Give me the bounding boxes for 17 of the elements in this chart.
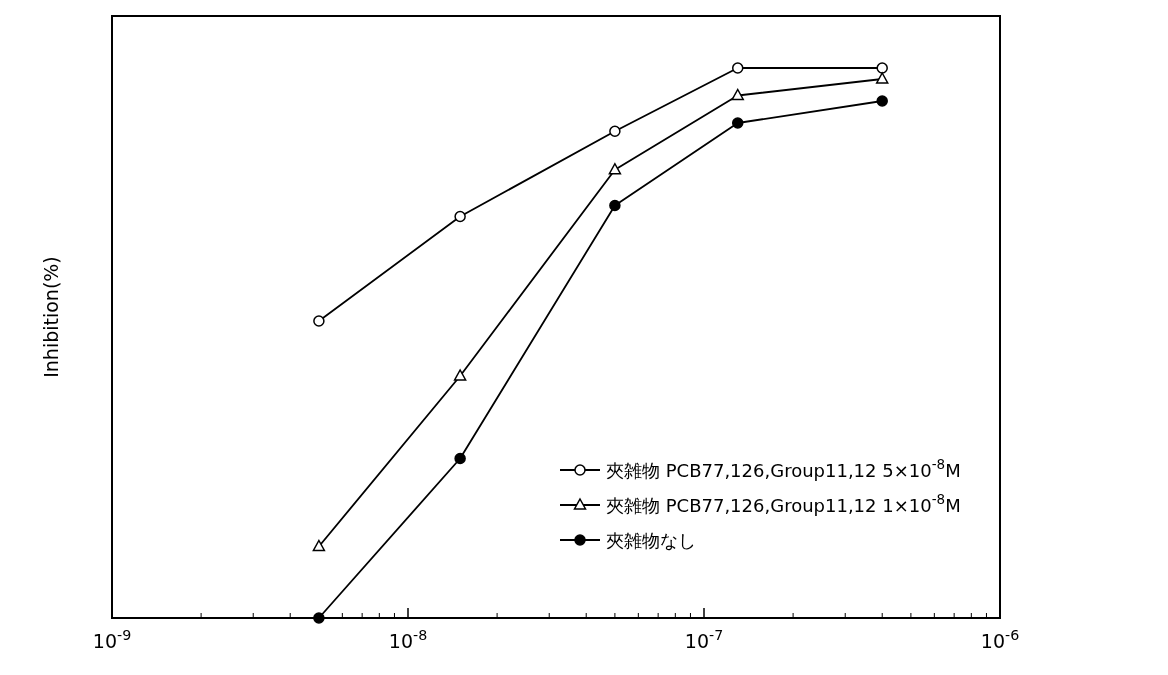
point bbox=[313, 612, 325, 624]
x-tick-label: 10$^{-9}$ bbox=[92, 627, 132, 652]
x-tick-label: 10$^{-8}$ bbox=[388, 627, 428, 652]
point bbox=[454, 452, 466, 465]
legend-label: 夾雑物なし bbox=[606, 530, 696, 551]
point bbox=[453, 369, 467, 381]
point bbox=[454, 210, 466, 223]
y-axis-title: Inhibition(%) bbox=[40, 256, 62, 378]
point bbox=[312, 539, 326, 552]
legend-label: 夾雑物 PCB77,126,Group11,12 5×10$^{-8}$M bbox=[606, 456, 961, 481]
point bbox=[876, 95, 888, 107]
point bbox=[875, 72, 889, 84]
x-tick-label: 10$^{-6}$ bbox=[980, 627, 1020, 652]
legend-label: 夾雑物 PCB77,126,Group11,12 1×10$^{-8}$M bbox=[606, 491, 961, 516]
point bbox=[876, 62, 888, 74]
point bbox=[313, 315, 325, 327]
x-tick-label: 10$^{-7}$ bbox=[684, 627, 724, 652]
